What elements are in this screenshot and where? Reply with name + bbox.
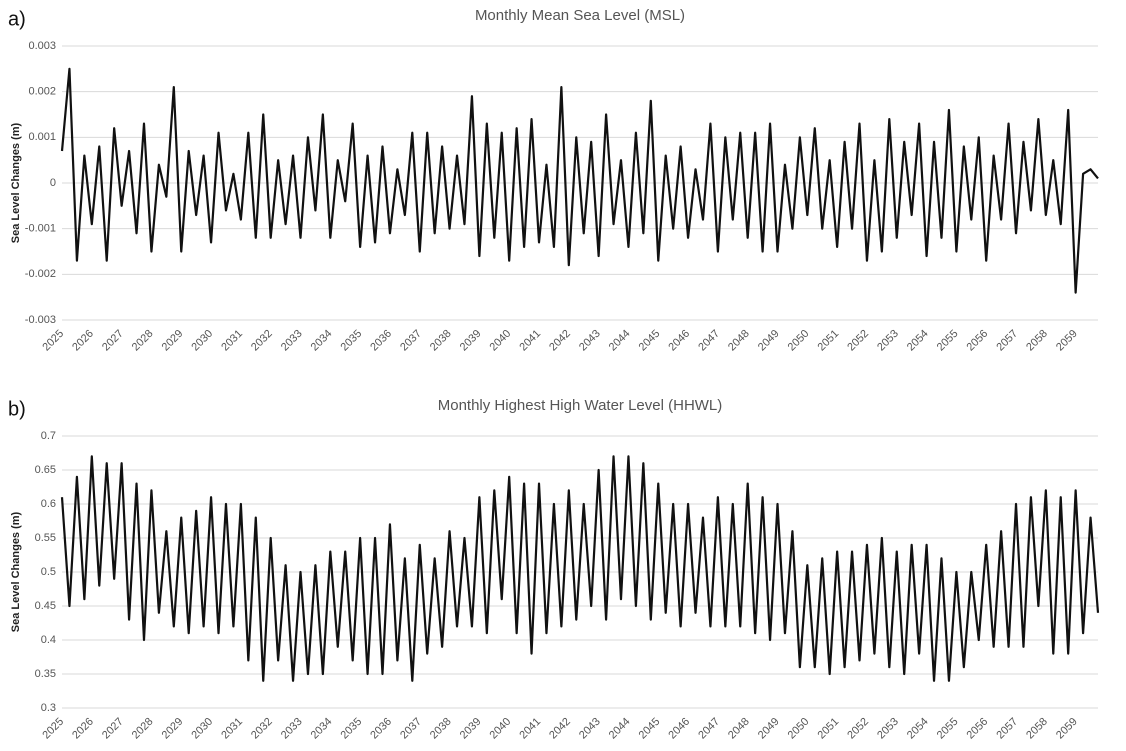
- x-tick-label: 2043: [577, 328, 603, 354]
- x-tick-label: 2056: [965, 716, 991, 742]
- data-line: [60, 67, 1099, 294]
- x-tick-label: 2049: [756, 328, 782, 354]
- x-tick-label: 2059: [1054, 328, 1080, 354]
- x-tick-label: 2042: [547, 716, 573, 742]
- y-tick-label: 0.55: [35, 532, 56, 544]
- x-tick-label: 2039: [458, 716, 484, 742]
- y-axis-label: Sea Level Changes (m): [10, 122, 22, 243]
- y-tick-label: 0.002: [28, 86, 56, 98]
- y-tick-label: 0.003: [28, 40, 56, 52]
- x-tick-label: 2034: [309, 716, 335, 742]
- data-line: [60, 455, 1100, 682]
- x-tick-label: 2033: [279, 328, 305, 354]
- y-tick-label: -0.001: [25, 223, 56, 235]
- x-tick-label: 2046: [666, 716, 692, 742]
- x-tick-label: 2049: [756, 716, 782, 742]
- x-tick-label: 2026: [70, 716, 96, 742]
- x-tick-label: 2028: [130, 328, 156, 354]
- x-tick-label: 2052: [845, 328, 871, 354]
- x-tick-label: 2040: [488, 716, 514, 742]
- x-tick-label: 2036: [368, 328, 394, 354]
- y-tick-label: 0.001: [28, 131, 56, 143]
- x-tick-label: 2029: [160, 716, 186, 742]
- panel-label: b): [8, 398, 26, 420]
- x-tick-label: 2034: [309, 328, 335, 354]
- x-tick-label: 2032: [249, 328, 275, 354]
- x-tick-label: 2027: [100, 328, 126, 354]
- x-tick-label: 2038: [428, 328, 454, 354]
- y-tick-label: 0.4: [41, 634, 56, 646]
- x-tick-label: 2051: [816, 328, 842, 354]
- x-tick-label: 2053: [875, 716, 901, 742]
- x-tick-label: 2043: [577, 716, 603, 742]
- chart-title: Monthly Mean Sea Level (MSL): [475, 7, 685, 24]
- x-tick-label: 2056: [965, 328, 991, 354]
- x-tick-label: 2031: [219, 328, 245, 354]
- panel-label: a): [8, 8, 26, 30]
- x-tick-label: 2055: [935, 328, 961, 354]
- x-tick-label: 2050: [786, 328, 812, 354]
- y-tick-label: 0.45: [35, 600, 56, 612]
- x-tick-label: 2048: [726, 716, 752, 742]
- x-tick-label: 2027: [100, 716, 126, 742]
- x-tick-label: 2040: [488, 328, 514, 354]
- x-tick-label: 2033: [279, 716, 305, 742]
- x-tick-label: 2051: [816, 716, 842, 742]
- x-tick-label: 2037: [398, 716, 424, 742]
- x-tick-label: 2047: [696, 716, 722, 742]
- x-tick-label: 2047: [696, 328, 722, 354]
- x-tick-label: 2057: [994, 328, 1020, 354]
- y-tick-label: -0.003: [25, 314, 56, 326]
- x-tick-label: 2041: [517, 716, 543, 742]
- x-tick-label: 2030: [189, 716, 215, 742]
- y-tick-label: 0.3: [41, 702, 56, 714]
- x-tick-label: 2029: [160, 328, 186, 354]
- x-tick-label: 2042: [547, 328, 573, 354]
- x-tick-label: 2038: [428, 716, 454, 742]
- x-tick-label: 2032: [249, 716, 275, 742]
- y-tick-label: 0: [50, 177, 56, 189]
- x-tick-label: 2058: [1024, 716, 1050, 742]
- x-tick-label: 2045: [637, 328, 663, 354]
- x-tick-label: 2057: [994, 716, 1020, 742]
- x-tick-label: 2035: [339, 716, 365, 742]
- y-axis-label: Sea Level Changes (m): [10, 511, 22, 632]
- y-tick-label: 0.35: [35, 668, 56, 680]
- x-tick-label: 2044: [607, 328, 633, 354]
- x-tick-label: 2039: [458, 328, 484, 354]
- x-tick-label: 2058: [1024, 328, 1050, 354]
- x-tick-label: 2055: [935, 716, 961, 742]
- x-tick-label: 2044: [607, 716, 633, 742]
- x-tick-label: 2035: [339, 328, 365, 354]
- x-tick-label: 2045: [637, 716, 663, 742]
- chart-title: Monthly Highest High Water Level (HHWL): [438, 397, 723, 414]
- y-tick-label: 0.6: [41, 498, 56, 510]
- x-tick-label: 2048: [726, 328, 752, 354]
- y-tick-label: 0.65: [35, 464, 56, 476]
- y-tick-label: 0.5: [41, 566, 56, 578]
- x-tick-label: 2050: [786, 716, 812, 742]
- x-tick-label: 2031: [219, 716, 245, 742]
- x-tick-label: 2059: [1054, 716, 1080, 742]
- x-tick-label: 2026: [70, 328, 96, 354]
- x-tick-label: 2028: [130, 716, 156, 742]
- x-tick-label: 2037: [398, 328, 424, 354]
- x-tick-label: 2054: [905, 328, 931, 354]
- x-tick-label: 2025: [40, 328, 66, 354]
- x-tick-label: 2041: [517, 328, 543, 354]
- x-tick-label: 2053: [875, 328, 901, 354]
- y-tick-label: 0.7: [41, 430, 56, 442]
- x-tick-label: 2030: [189, 328, 215, 354]
- x-tick-label: 2036: [368, 716, 394, 742]
- x-tick-label: 2046: [666, 328, 692, 354]
- x-tick-label: 2052: [845, 716, 871, 742]
- x-tick-label: 2054: [905, 716, 931, 742]
- x-tick-label: 2025: [40, 716, 66, 742]
- y-tick-label: -0.002: [25, 268, 56, 280]
